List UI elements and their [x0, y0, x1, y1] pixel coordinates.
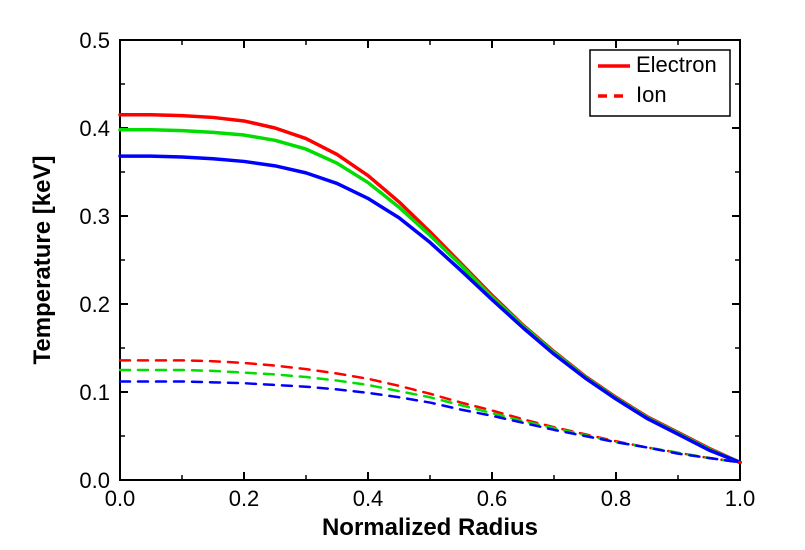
y-tick-label: 0.3	[79, 204, 110, 229]
y-axis-label: Temperature [keV]	[29, 156, 56, 365]
x-tick-label: 0.8	[601, 486, 632, 511]
y-tick-label: 0.0	[79, 468, 110, 493]
x-tick-label: 0.2	[229, 486, 260, 511]
legend-item-label: Electron	[636, 52, 717, 77]
y-tick-label: 0.5	[79, 28, 110, 53]
x-tick-label: 0.4	[353, 486, 384, 511]
x-tick-label: 0.6	[477, 486, 508, 511]
y-tick-label: 0.1	[79, 380, 110, 405]
chart-container: 0.00.20.40.60.81.00.00.10.20.30.40.5Norm…	[0, 0, 805, 550]
x-axis-label: Normalized Radius	[322, 514, 538, 541]
y-tick-label: 0.2	[79, 292, 110, 317]
legend-item-label: Ion	[636, 82, 667, 107]
y-tick-label: 0.4	[79, 116, 110, 141]
temperature-chart: 0.00.20.40.60.81.00.00.10.20.30.40.5Norm…	[0, 0, 805, 550]
x-tick-label: 1.0	[725, 486, 756, 511]
